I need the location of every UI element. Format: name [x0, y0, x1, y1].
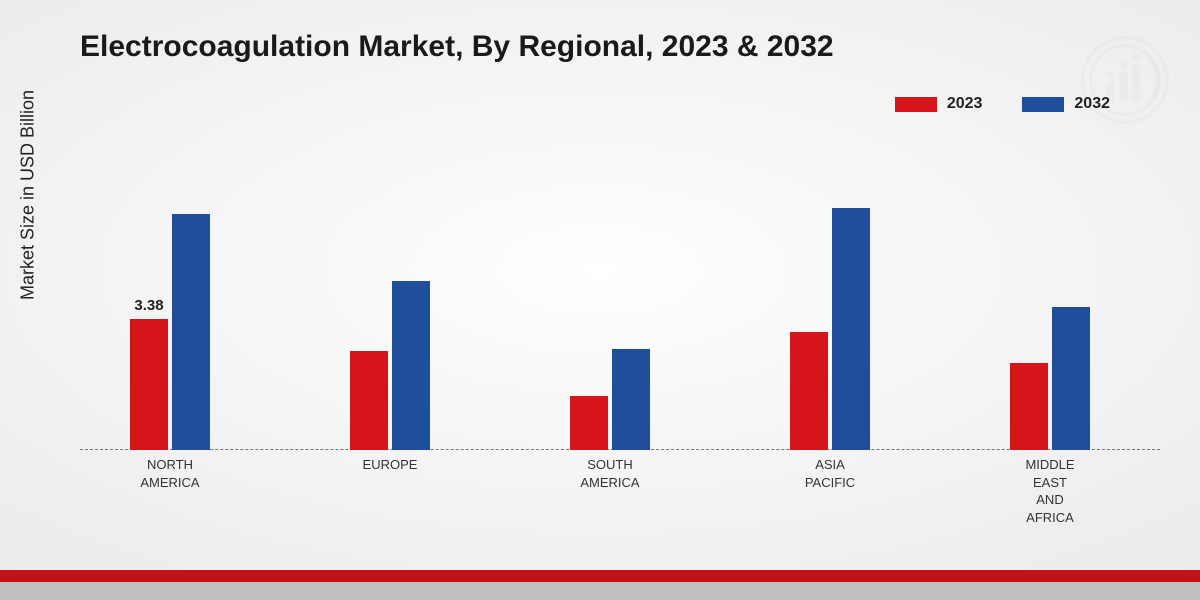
bar-2032-europe [392, 281, 430, 450]
bar-2023-europe [350, 351, 388, 450]
bar-2023-asia-pacific [790, 332, 828, 450]
bar-2032-north-america [172, 214, 210, 450]
plot-area: 3.38 [80, 140, 1160, 450]
legend: 2023 2032 [895, 95, 1110, 113]
bar-group-1 [330, 281, 450, 450]
y-axis-label: Market Size in USD Billion [18, 90, 39, 300]
xlabel-2: SOUTH AMERICA [550, 456, 670, 491]
footer-grey-bar [0, 582, 1200, 600]
x-axis-labels: NORTH AMERICA EUROPE SOUTH AMERICA ASIA … [80, 456, 1160, 556]
legend-item-2032: 2032 [1022, 95, 1110, 113]
bar-value-label: 3.38 [134, 297, 163, 314]
bar-2032-asia-pacific [832, 208, 870, 450]
bar-2032-south-america [612, 349, 650, 450]
bar-group-4 [990, 307, 1110, 450]
xlabel-4: MIDDLE EAST AND AFRICA [990, 456, 1110, 526]
bar-2023-south-america [570, 396, 608, 450]
xlabel-0: NORTH AMERICA [110, 456, 230, 491]
legend-label-2032: 2032 [1074, 95, 1110, 113]
bar-group-0: 3.38 [110, 214, 230, 450]
footer-red-bar [0, 570, 1200, 582]
bar-2023-mea [1010, 363, 1048, 450]
legend-item-2023: 2023 [895, 95, 983, 113]
xlabel-3: ASIA PACIFIC [770, 456, 890, 491]
bar-2032-mea [1052, 307, 1090, 450]
bar-2023-north-america: 3.38 [130, 319, 168, 450]
legend-swatch-2023 [895, 97, 937, 112]
bar-group-3 [770, 208, 890, 450]
chart-title: Electrocoagulation Market, By Regional, … [80, 30, 834, 64]
legend-swatch-2032 [1022, 97, 1064, 112]
legend-label-2023: 2023 [947, 95, 983, 113]
xlabel-1: EUROPE [330, 456, 450, 474]
bar-group-2 [550, 349, 670, 450]
